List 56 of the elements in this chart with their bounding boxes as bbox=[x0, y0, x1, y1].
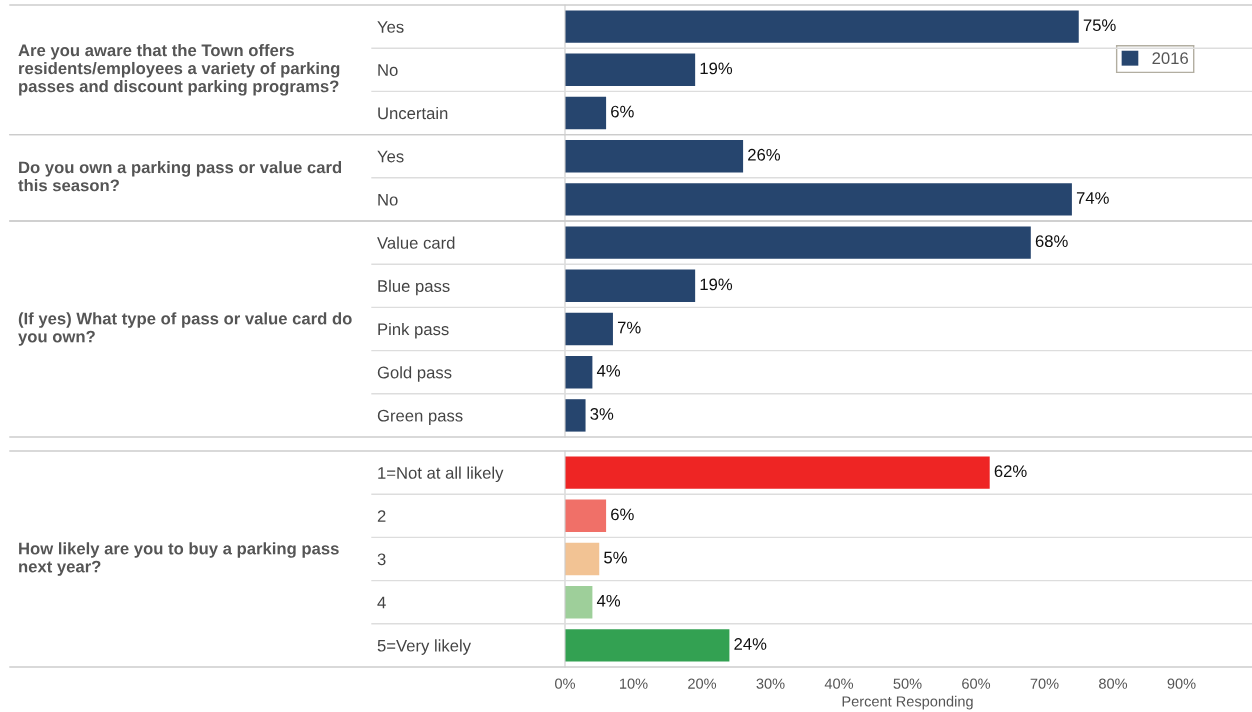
bar bbox=[565, 356, 593, 389]
bar bbox=[565, 499, 607, 532]
x-tick-label: 50% bbox=[893, 678, 922, 689]
data-label: 6% bbox=[611, 105, 634, 118]
x-tick-label: 0% bbox=[555, 678, 576, 689]
y-tick-label: No bbox=[378, 193, 398, 206]
bar bbox=[565, 542, 600, 576]
y-tick-label: No bbox=[378, 64, 398, 76]
text: Do you own a parking pass or value card this season? bbox=[18, 161, 342, 192]
y-tick-label: Green pass bbox=[377, 409, 463, 425]
data-label: 7% bbox=[617, 321, 641, 334]
y-tick-label: Value card bbox=[377, 236, 455, 249]
x-tick-label: 70% bbox=[1030, 678, 1059, 689]
data-label: 26% bbox=[748, 148, 781, 161]
data-label: 24% bbox=[734, 638, 767, 650]
x-tick-label: 60% bbox=[962, 678, 991, 689]
bar bbox=[565, 269, 696, 302]
x-tick-label: 80% bbox=[1099, 678, 1128, 689]
x-tick-label: 20% bbox=[688, 678, 717, 689]
data-label: 62% bbox=[994, 465, 1027, 478]
y-tick-label: Uncertain bbox=[378, 106, 448, 120]
bar bbox=[565, 629, 730, 662]
bar bbox=[565, 399, 586, 432]
data-label: 68% bbox=[1035, 235, 1068, 248]
y-tick-label: 3 bbox=[377, 553, 386, 566]
text: Are you aware that the Town offers residents/employees a variety of parking passes and discount parking programs? bbox=[18, 44, 340, 96]
y-tick-label: 2 bbox=[377, 510, 386, 522]
bar bbox=[565, 226, 1031, 259]
data-label: 5% bbox=[604, 551, 627, 564]
data-label: 4% bbox=[596, 364, 621, 377]
x-tick-label: 90% bbox=[1167, 678, 1196, 689]
data-label: 74% bbox=[1076, 192, 1109, 204]
y-tick-label: 1=Not at all likely bbox=[378, 466, 504, 483]
data-label: 4% bbox=[596, 594, 621, 607]
y-tick-label: 5=Very likely bbox=[377, 639, 471, 655]
data-label: 6% bbox=[611, 508, 634, 521]
y-tick-label: Gold pass bbox=[377, 366, 452, 382]
y-tick-label: 4 bbox=[377, 596, 386, 609]
data-label: 75% bbox=[1083, 19, 1116, 32]
bar bbox=[565, 456, 990, 489]
text: (If yes) What type of pass or value card do you own? bbox=[18, 312, 352, 346]
y-tick-label: Yes bbox=[377, 21, 404, 33]
bar bbox=[565, 586, 593, 619]
data-label: 19% bbox=[700, 278, 733, 291]
y-tick-label: Pink pass bbox=[378, 322, 449, 339]
legend-label: 2016 bbox=[1152, 52, 1188, 65]
data-label: 19% bbox=[700, 62, 733, 75]
y-tick-label: Blue pass bbox=[378, 279, 450, 296]
bar bbox=[565, 312, 613, 346]
x-axis-title: Percent Responding bbox=[842, 695, 973, 710]
data-label: 3% bbox=[590, 408, 614, 420]
text: How likely are you to buy a parking pass next year? bbox=[19, 542, 339, 576]
x-tick-label: 10% bbox=[620, 678, 648, 689]
x-tick-label: 40% bbox=[824, 678, 854, 689]
x-tick-label: 30% bbox=[756, 678, 785, 689]
y-tick-label: Yes bbox=[377, 150, 404, 163]
